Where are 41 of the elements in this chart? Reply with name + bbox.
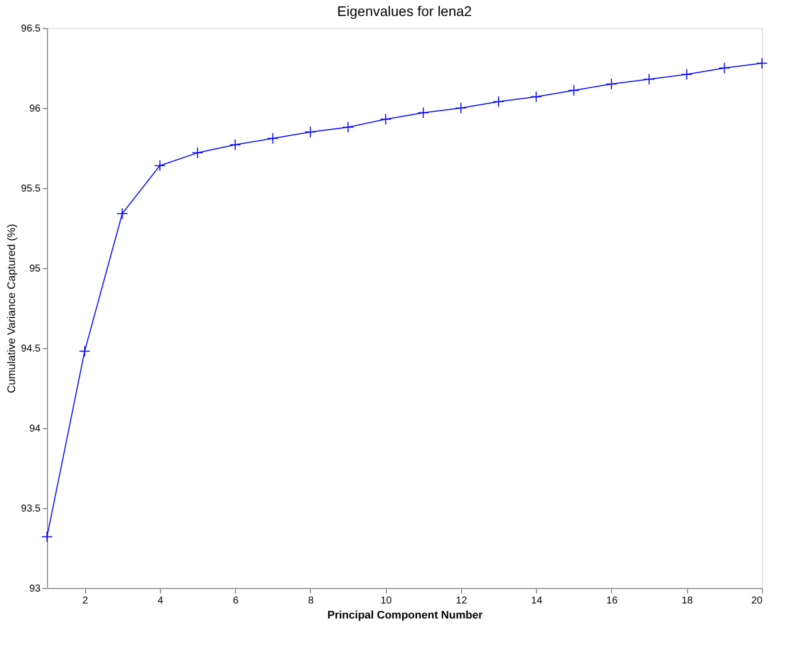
point — [342, 121, 354, 133]
y-tick-label: 93 — [29, 584, 41, 594]
point — [229, 139, 241, 151]
point — [606, 78, 618, 90]
point — [192, 147, 204, 159]
y-tick-label: 95.5 — [21, 184, 41, 194]
x-tick-label: 16 — [606, 596, 618, 606]
y-tick-label: 96 — [29, 104, 41, 114]
point — [718, 62, 730, 74]
x-tick-label: 20 — [751, 596, 763, 606]
point — [455, 102, 467, 114]
y-tick-label: 94.5 — [21, 344, 41, 354]
x-tick-label: 10 — [380, 596, 392, 606]
x-tick-label: 12 — [456, 596, 468, 606]
y-tick-label: 96.5 — [21, 24, 41, 34]
point — [492, 96, 504, 108]
y-tick-label: 93.5 — [21, 504, 41, 514]
x-tick-label: 14 — [531, 596, 543, 606]
x-axis-title: Principal Component Number — [327, 610, 484, 622]
point — [41, 531, 53, 543]
point — [304, 126, 316, 138]
x-tick-label: 2 — [82, 596, 88, 606]
y-axis-title: Cumulative Variance Captured (%) — [6, 224, 18, 394]
x-tick-label: 4 — [158, 596, 164, 606]
point — [568, 84, 580, 96]
point — [78, 345, 90, 357]
y-tick-label: 95 — [29, 264, 41, 274]
point — [680, 68, 692, 80]
point — [756, 57, 768, 69]
point — [643, 73, 655, 85]
point — [154, 160, 166, 172]
point — [267, 132, 279, 144]
point — [418, 107, 430, 119]
point — [380, 113, 392, 125]
x-tick-label: 8 — [308, 596, 314, 606]
x-tick-label: 6 — [232, 596, 239, 606]
chart-title: Eigenvalues for lena2 — [337, 3, 472, 19]
x-tick-label: 18 — [682, 596, 694, 606]
point — [530, 91, 542, 103]
point — [116, 208, 128, 220]
y-tick-label: 94 — [29, 424, 41, 434]
